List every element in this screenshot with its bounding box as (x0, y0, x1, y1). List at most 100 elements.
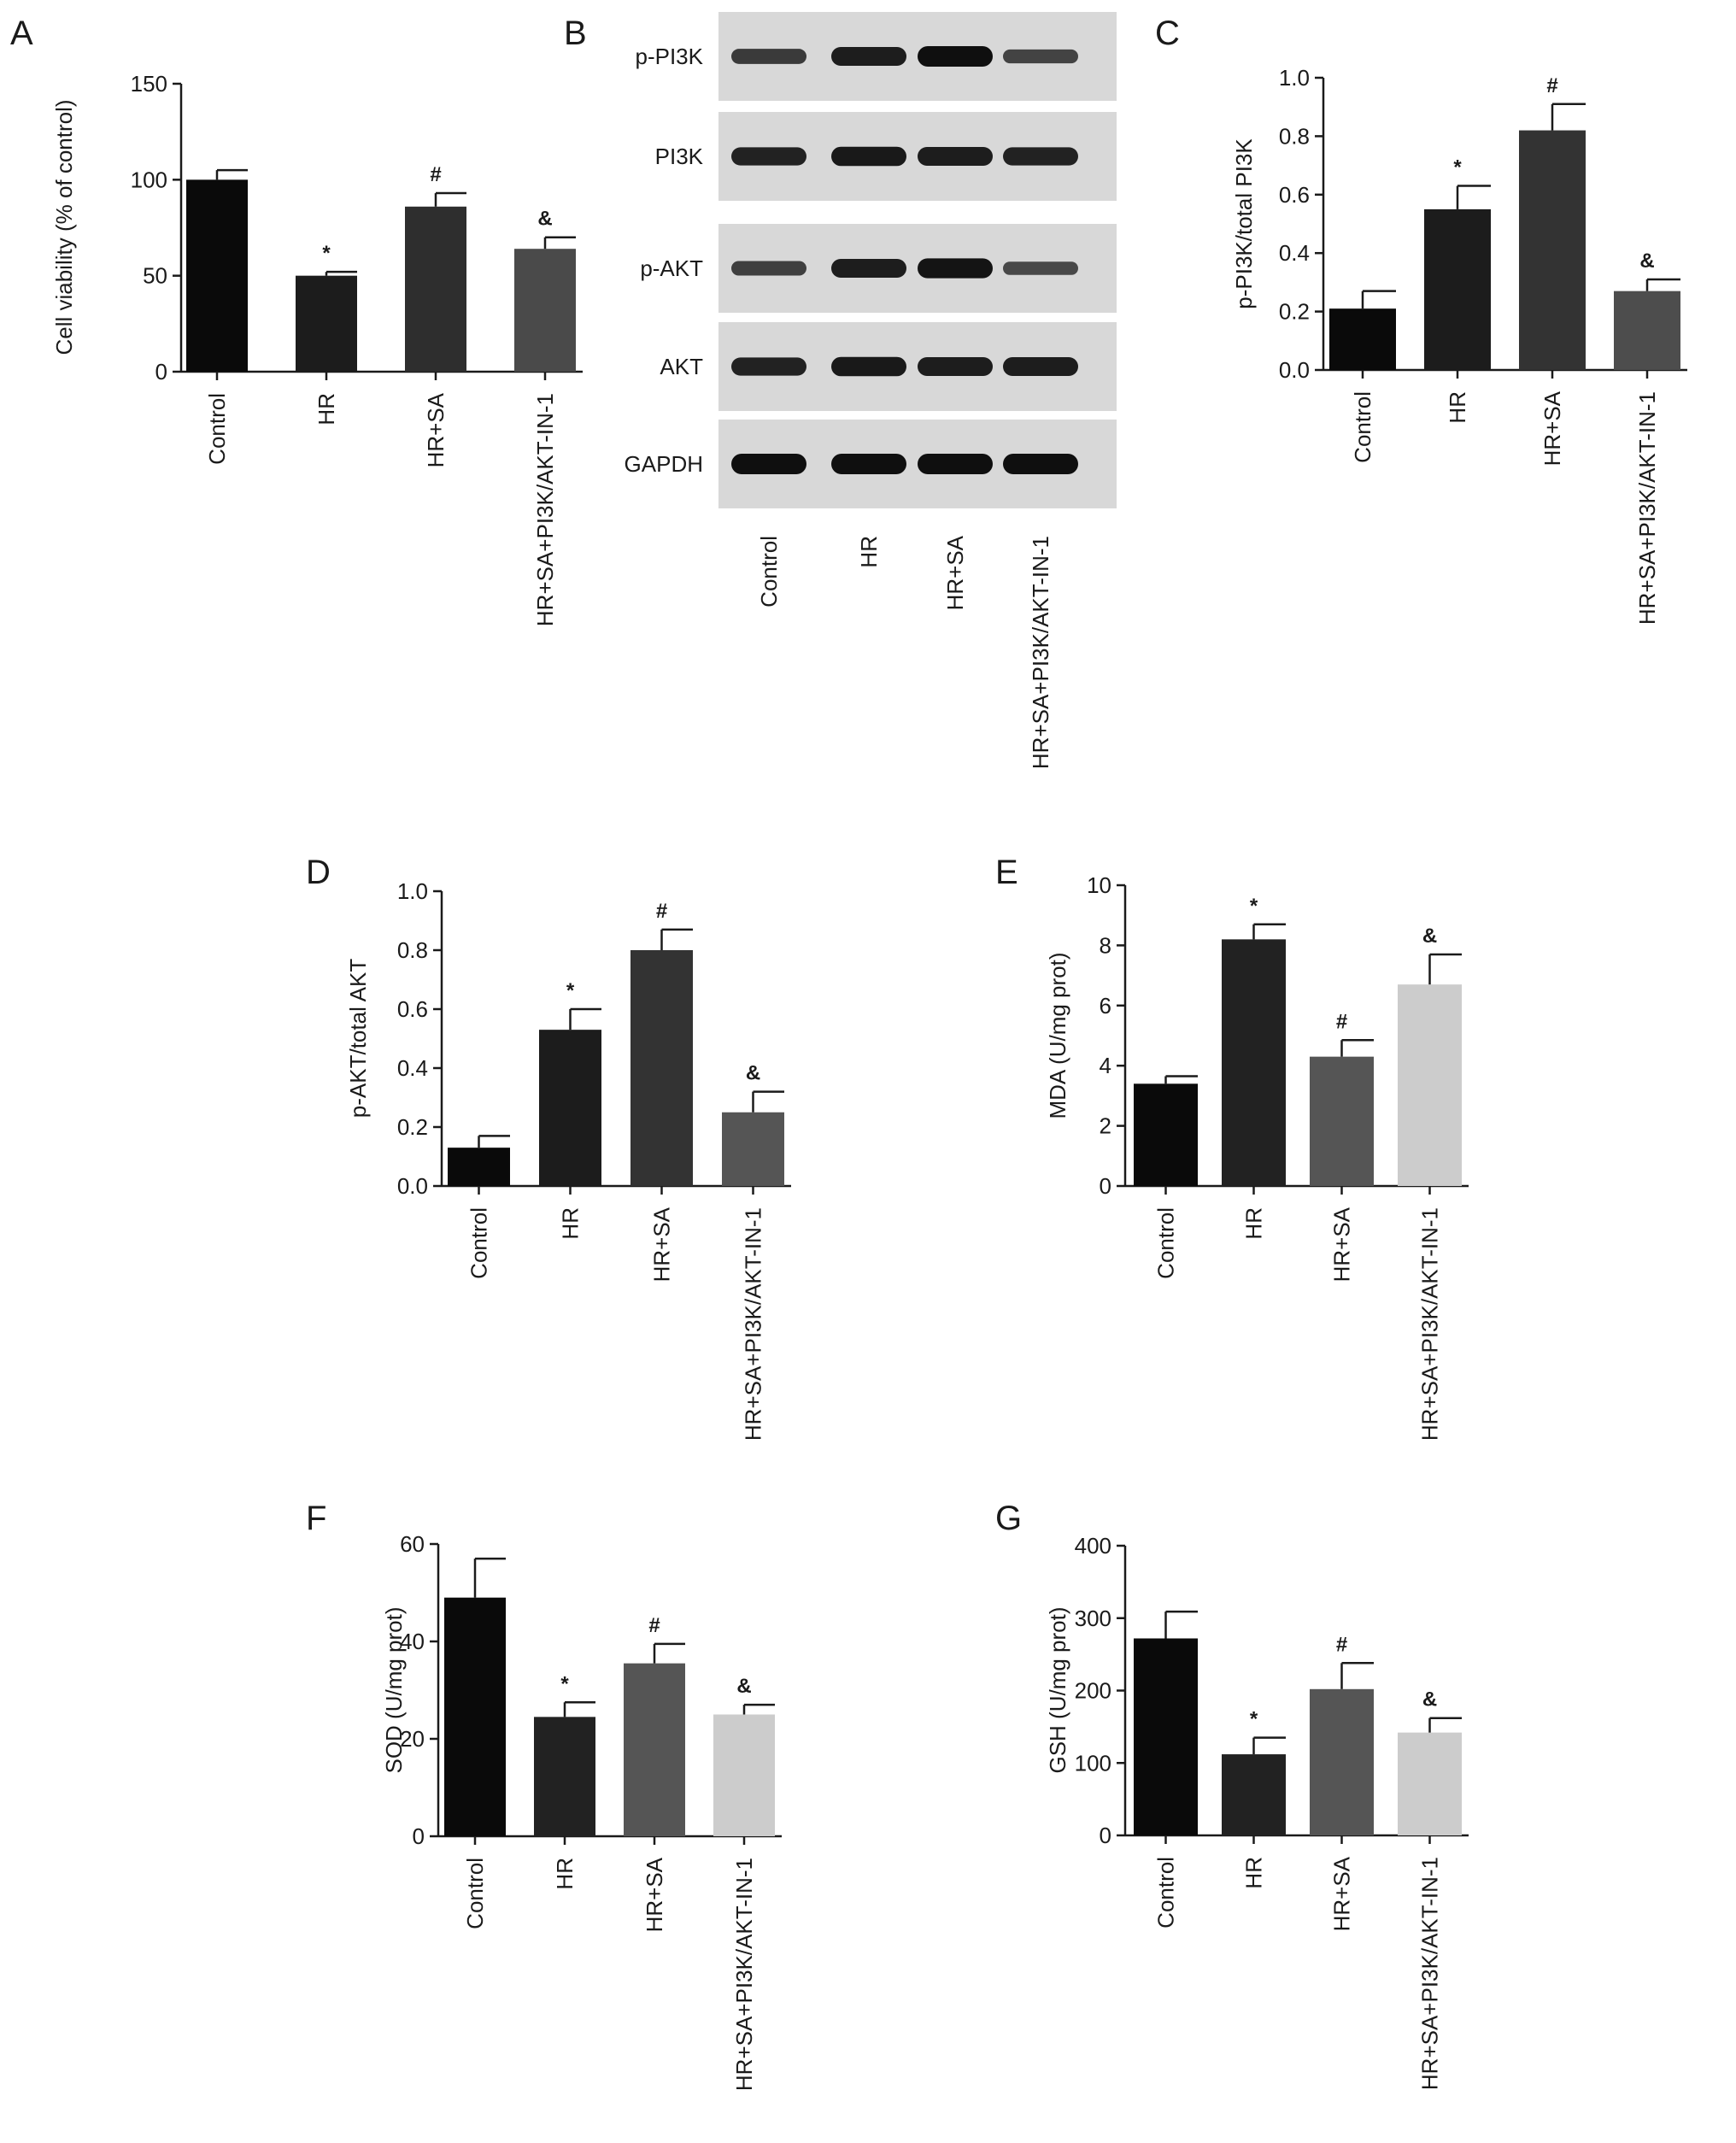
category-label-hr-sa: HR+SA (1329, 1207, 1355, 1282)
blot-band (831, 47, 906, 66)
y-tick-label: 0.6 (1279, 182, 1310, 208)
blot-band (731, 147, 806, 166)
y-tick-label: 40 (400, 1629, 425, 1654)
y-tick-label: 4 (1100, 1053, 1111, 1078)
y-axis-label: p-AKT/total AKT (345, 959, 371, 1118)
category-label-hr-sa: HR+SA (1540, 390, 1565, 466)
category-label-hr: HR (1445, 391, 1470, 424)
y-axis-label: p-PI3K/total PI3K (1231, 138, 1257, 309)
y-tick-label: 100 (1075, 1750, 1111, 1776)
blot-band (731, 454, 806, 474)
significance-marker: # (1546, 74, 1557, 97)
blot-band (1003, 147, 1078, 166)
bar-hr-sa (624, 1663, 685, 1836)
panel-a: A 0 50 100 150 Cell viability (% of control) C… (10, 15, 583, 626)
category-label-hr: HR (314, 393, 339, 426)
bar-hr-sa (1310, 1688, 1374, 1835)
significance-marker: & (1422, 925, 1437, 948)
y-tick-label: 0.2 (1279, 299, 1310, 325)
blot-band (1003, 49, 1078, 64)
blot-band (731, 357, 806, 376)
category-label-hr: HR (1241, 1857, 1267, 1889)
significance-marker: & (746, 1062, 760, 1085)
bar-hr-sa (1310, 1056, 1374, 1186)
panel-e: E 0 2 4 6 8 10 MDA (U/mg prot) Control HR * HR+SA # H… (995, 854, 1469, 1441)
y-tick-label: 400 (1075, 1533, 1111, 1559)
significance-marker: # (430, 163, 441, 186)
lane-label-hr-sa-pi3k-akt-in-1: HR+SA+PI3K/AKT-IN-1 (1028, 536, 1053, 769)
y-tick-label: 0 (155, 359, 167, 385)
blot-row-label-p-pi3k: p-PI3K (636, 44, 704, 69)
category-label-control: Control (1153, 1857, 1179, 1929)
significance-marker: # (1336, 1633, 1347, 1656)
y-tick-label: 300 (1075, 1606, 1111, 1631)
category-label-hr-sa: HR+SA (642, 1857, 667, 1932)
significance-marker: * (1250, 895, 1258, 918)
bar-hr (1424, 208, 1491, 370)
bar-hr-sa (405, 206, 466, 372)
y-axis-label: SOD (U/mg prot) (381, 1606, 407, 1773)
panel-f: F 0 20 40 60 SOD (U/mg prot) Control HR * HR+SA # H… (306, 1500, 782, 2091)
blot-band (1003, 454, 1078, 474)
category-label-hr-sa-pi3k-akt-in-1: HR+SA+PI3K/AKT-IN-1 (731, 1858, 757, 2091)
category-label-hr: HR (552, 1858, 578, 1890)
panel-letter: A (10, 15, 33, 52)
blot-band (831, 356, 906, 377)
significance-marker: # (648, 1614, 660, 1637)
significance-marker: & (1422, 1688, 1437, 1711)
bar-hr-sa-pi3k-akt-in-1 (722, 1112, 784, 1186)
category-label-control: Control (1153, 1207, 1179, 1279)
bar-hr-sa-pi3k-akt-in-1 (1398, 984, 1462, 1186)
y-tick-label: 8 (1100, 932, 1111, 958)
category-label-control: Control (204, 393, 230, 465)
significance-marker: # (656, 900, 667, 923)
blot-row-label-pi3k: PI3K (655, 144, 704, 169)
y-tick-label: 0.8 (1279, 123, 1310, 149)
bar-hr (534, 1717, 595, 1836)
category-label-hr: HR (558, 1207, 584, 1240)
bar-hr (296, 275, 357, 372)
y-tick-label: 1.0 (397, 878, 428, 904)
significance-marker: * (1453, 156, 1462, 179)
y-tick-label: 100 (131, 167, 167, 192)
y-tick-label: 20 (400, 1726, 425, 1752)
panel-letter: E (995, 854, 1018, 891)
category-label-hr-sa-pi3k-akt-in-1: HR+SA+PI3K/AKT-IN-1 (741, 1207, 766, 1441)
y-tick-label: 0.4 (1279, 240, 1310, 266)
y-tick-label: 6 (1100, 993, 1111, 1019)
bar-control (1134, 1638, 1198, 1835)
significance-marker: # (1336, 1010, 1347, 1033)
category-label-control: Control (462, 1858, 488, 1929)
y-tick-label: 2 (1100, 1113, 1111, 1139)
blot-band (731, 49, 806, 64)
y-axis-label: GSH (U/mg prot) (1045, 1606, 1070, 1773)
category-label-control: Control (1350, 391, 1375, 463)
y-tick-label: 0.2 (397, 1114, 428, 1140)
blot-band (1003, 357, 1078, 376)
y-tick-label: 0.8 (397, 937, 428, 963)
y-tick-label: 200 (1075, 1678, 1111, 1704)
y-axis-label: Cell viability (% of control) (51, 99, 77, 355)
bar-control (448, 1148, 510, 1186)
bar-hr-sa-pi3k-akt-in-1 (514, 249, 576, 372)
y-tick-label: 0 (413, 1823, 425, 1849)
y-tick-label: 0.0 (397, 1173, 428, 1199)
bar-control (444, 1597, 506, 1836)
panel-g: G 0 100 200 300 400 GSH (U/mg prot) Control HR * H… (995, 1500, 1469, 2090)
significance-marker: * (566, 979, 575, 1002)
blot-row-label-p-akt: p-AKT (640, 255, 703, 281)
panel-c: C 0.0 0.2 0.4 0.6 0.8 1.0 p-PI3K/total PI3K Cont… (1155, 15, 1687, 625)
significance-marker: & (736, 1675, 751, 1698)
bar-hr-sa (1519, 130, 1586, 370)
bar-hr-sa-pi3k-akt-in-1 (1398, 1732, 1462, 1835)
blot-band (918, 258, 993, 279)
blot-band (831, 146, 906, 167)
bar-control (1329, 308, 1396, 370)
panel-letter: F (306, 1500, 326, 1537)
significance-marker: * (560, 1672, 569, 1695)
category-label-hr-sa-pi3k-akt-in-1: HR+SA+PI3K/AKT-IN-1 (532, 393, 558, 626)
bar-hr-sa-pi3k-akt-in-1 (713, 1714, 775, 1836)
y-tick-label: 0.4 (397, 1055, 428, 1081)
blot-row-label-gapdh: GAPDH (625, 451, 703, 477)
